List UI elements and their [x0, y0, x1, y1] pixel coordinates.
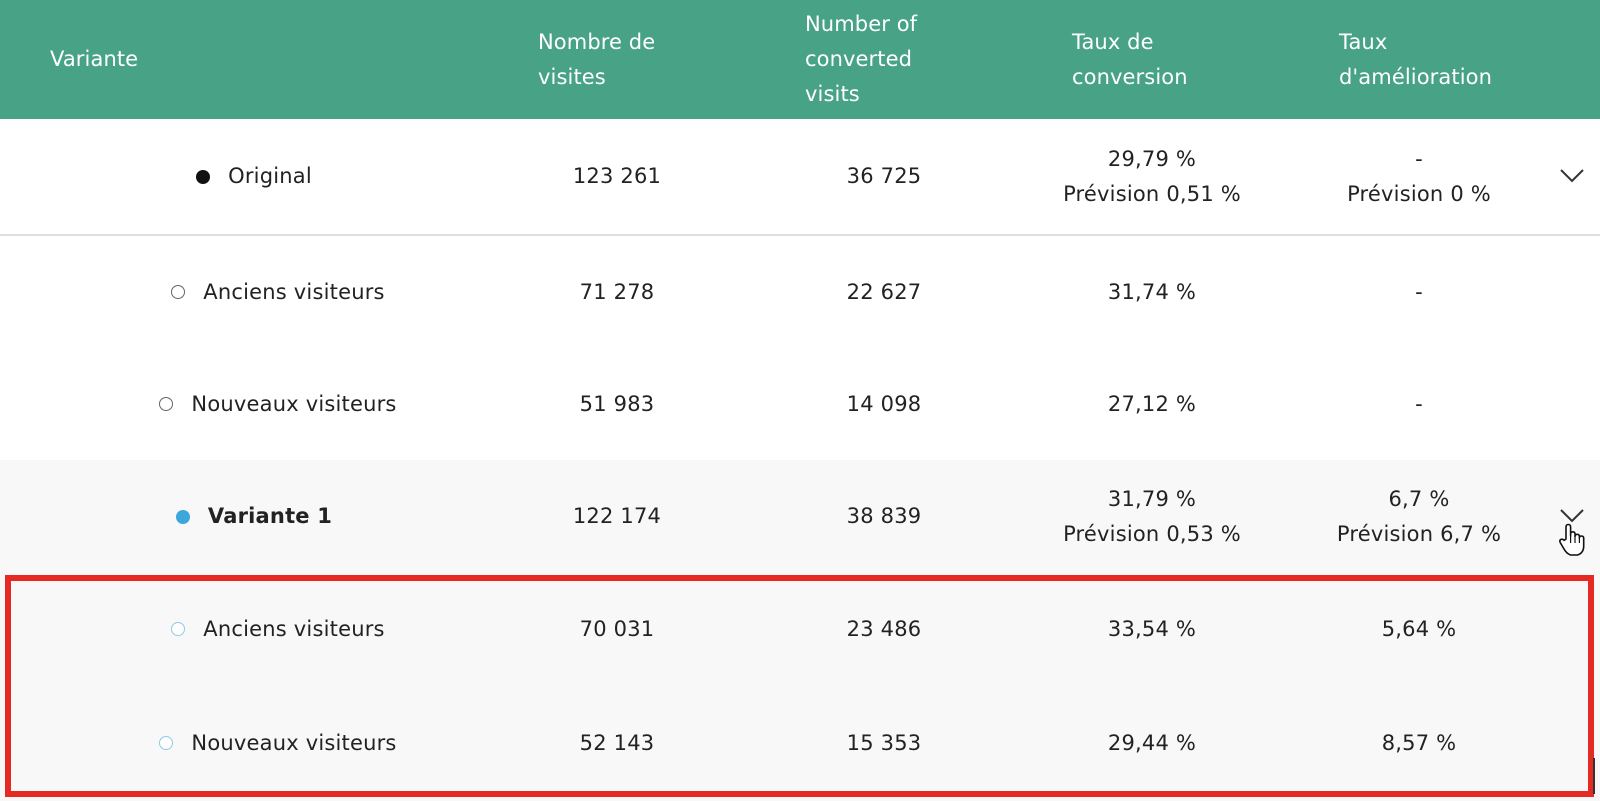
- scrollbar[interactable]: [1593, 758, 1595, 794]
- segment-ring-icon: [159, 736, 174, 750]
- conversion-rate-forecast: Prévision 0,51 %: [1063, 181, 1241, 206]
- segment-name: Nouveaux visiteurs: [191, 730, 397, 755]
- improvement-rate-cell: 6,7 % Prévision 6,7 %: [1299, 460, 1539, 573]
- segment-ring-icon: [159, 397, 174, 411]
- conversion-rate-cell: 29,79 % Prévision 0,51 %: [1032, 119, 1272, 234]
- improvement-rate-value: -: [1415, 279, 1423, 304]
- table-row-original[interactable]: Original 123 261 36 725 29,79 % Prévisio…: [0, 119, 1600, 236]
- table-row-segment: Nouveaux visiteurs 52 143 15 353 29,44 %…: [0, 685, 1600, 801]
- visits-value: 70 031: [579, 616, 655, 641]
- improvement-rate-value: -: [1415, 391, 1423, 416]
- visits-value: 123 261: [572, 164, 662, 188]
- segment-name: Anciens visiteurs: [203, 616, 385, 641]
- conversion-rate-forecast: Prévision 0,53 %: [1063, 521, 1241, 546]
- improvement-rate-forecast: Prévision 6,7 %: [1336, 521, 1502, 546]
- converted-value: 36 725: [846, 164, 922, 188]
- improvement-rate-value: -: [1415, 146, 1423, 171]
- segment-ring-icon: [171, 622, 186, 636]
- conversion-rate-value: 27,12 %: [1107, 391, 1197, 416]
- improvement-rate-forecast: Prévision 0 %: [1347, 181, 1491, 206]
- table-header: Variante Nombre de visites Number of con…: [0, 0, 1600, 119]
- segment-ring-icon: [171, 285, 186, 299]
- table-row-segment: Anciens visiteurs 70 031 23 486 33,54 % …: [0, 573, 1600, 685]
- column-header-improvement-rate: Taux d'amélioration: [1339, 29, 1492, 89]
- table-row-variant-1[interactable]: Variante 1 122 174 38 839 31,79 % Prévis…: [0, 460, 1600, 573]
- improvement-rate-value: 5,64 %: [1381, 616, 1457, 641]
- improvement-rate-cell: - Prévision 0 %: [1299, 119, 1539, 234]
- variant-name-cell: Original: [34, 119, 474, 234]
- improvement-rate-value: 8,57 %: [1381, 730, 1457, 755]
- column-header-visits: Nombre de visites: [538, 29, 656, 89]
- hand-pointer-icon: [1557, 522, 1587, 558]
- converted-value: 38 839: [846, 504, 922, 528]
- visits-value: 52 143: [579, 730, 655, 755]
- chevron-down-icon[interactable]: [1559, 168, 1585, 184]
- conversion-rate-value: 29,44 %: [1107, 730, 1197, 755]
- segment-name-cell: Anciens visiteurs: [68, 236, 488, 348]
- conversion-rate-value: 31,74 %: [1107, 279, 1197, 304]
- table-row-segment: Anciens visiteurs 71 278 22 627 31,74 % …: [0, 236, 1600, 348]
- conversion-rate-value: 31,79 %: [1107, 486, 1197, 511]
- variant-color-dot: [175, 509, 190, 524]
- segment-name: Nouveaux visiteurs: [191, 391, 397, 416]
- visits-value: 71 278: [579, 279, 655, 304]
- converted-value: 14 098: [846, 391, 922, 416]
- original-color-dot: [196, 169, 211, 184]
- conversion-rate-cell: 31,79 % Prévision 0,53 %: [1032, 460, 1272, 573]
- conversion-rate-value: 33,54 %: [1107, 616, 1197, 641]
- segment-name-cell: Anciens visiteurs: [68, 573, 488, 685]
- improvement-rate-value: 6,7 %: [1388, 486, 1450, 511]
- column-header-converted: Number of converted visits: [805, 12, 918, 106]
- table-row-segment: Nouveaux visiteurs 51 983 14 098 27,12 %…: [0, 348, 1600, 460]
- visits-value: 122 174: [572, 504, 662, 528]
- segment-name-cell: Nouveaux visiteurs: [68, 348, 488, 460]
- variant-name: Original: [228, 164, 312, 188]
- converted-value: 15 353: [846, 730, 922, 755]
- variant-name-cell: Variante 1: [34, 460, 474, 573]
- segment-name: Anciens visiteurs: [203, 279, 385, 304]
- conversion-rate-value: 29,79 %: [1107, 146, 1197, 171]
- column-header-conversion-rate: Taux de conversion: [1072, 29, 1188, 89]
- variant-name: Variante 1: [207, 504, 333, 528]
- converted-value: 23 486: [846, 616, 922, 641]
- converted-value: 22 627: [846, 279, 922, 304]
- segment-name-cell: Nouveaux visiteurs: [68, 685, 488, 801]
- visits-value: 51 983: [579, 391, 655, 416]
- column-header-variant: Variante: [50, 47, 139, 71]
- chevron-down-icon[interactable]: [1559, 508, 1585, 524]
